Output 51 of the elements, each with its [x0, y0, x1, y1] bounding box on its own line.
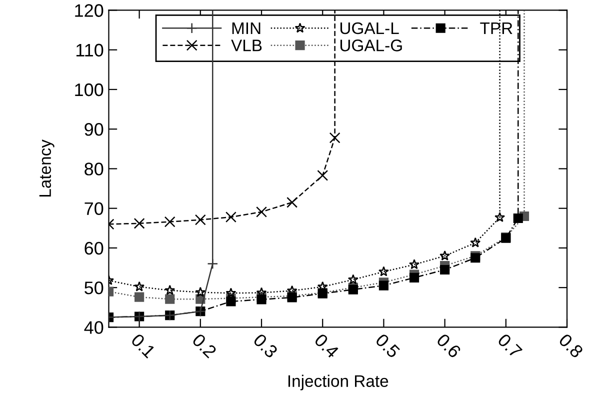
point: [409, 272, 420, 282]
y-tick-label: 70: [84, 202, 104, 216]
legend-label: TPR: [480, 22, 512, 34]
point: [194, 214, 206, 226]
point: [286, 196, 298, 208]
point: [378, 280, 388, 290]
x-axis-title: Injection Rate: [288, 374, 388, 390]
x-tick-label: 0.8: [558, 332, 584, 359]
point: [134, 292, 144, 302]
legend-label: MIN: [232, 22, 260, 34]
point: [513, 213, 523, 224]
point: [164, 284, 176, 295]
point: [207, 258, 218, 270]
point: [195, 286, 206, 297]
point: [164, 216, 176, 228]
point: [226, 296, 236, 306]
y-tick-label: 50: [84, 282, 104, 294]
y-tick-label: 80: [84, 162, 104, 176]
point: [409, 259, 420, 270]
legend-label: VLB: [231, 40, 262, 52]
legend-label: UGAL-G: [340, 40, 402, 52]
x-tick-label: 0.6: [436, 332, 462, 359]
point: [256, 294, 266, 304]
y-tick-label: 100: [75, 83, 104, 96]
point: [256, 206, 267, 218]
x-tick-label: 0.3: [252, 332, 278, 359]
point: [317, 170, 328, 181]
point: [225, 212, 236, 223]
y-tick-label: 60: [84, 242, 104, 255]
y-axis-title: Latency: [39, 140, 54, 197]
point: [494, 212, 506, 222]
point: [378, 266, 389, 276]
x-tick-label: 0.1: [130, 332, 156, 359]
y-tick-label: 40: [84, 321, 104, 334]
point: [165, 294, 175, 304]
legend-label: UGAL-L: [340, 22, 399, 34]
y-tick-label: 90: [84, 123, 104, 136]
point: [348, 274, 358, 284]
x-tick-label: 0.4: [314, 332, 340, 359]
y-tick-label: 120: [75, 4, 104, 17]
x-tick-label: 0.2: [192, 332, 218, 359]
point: [134, 281, 145, 292]
point: [440, 250, 450, 260]
point: [134, 218, 145, 229]
point: [226, 288, 236, 298]
y-tick-label: 110: [76, 44, 104, 57]
point: [470, 237, 481, 248]
x-tick-label: 0.7: [497, 332, 523, 359]
point: [329, 132, 340, 144]
point: [440, 264, 450, 275]
x-tick-label: 0.5: [374, 332, 401, 359]
